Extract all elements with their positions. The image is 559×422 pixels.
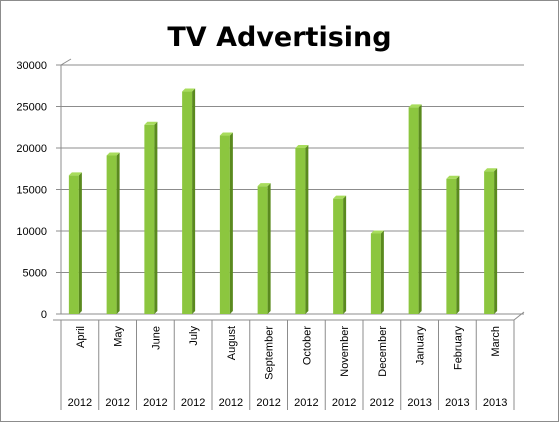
- y-tick-label: 0: [41, 309, 47, 321]
- year-label: 2012: [219, 397, 243, 409]
- year-label: 2012: [68, 397, 92, 409]
- x-tick-label: June: [150, 326, 162, 350]
- bar-august: [219, 135, 230, 314]
- bar-side: [494, 168, 498, 314]
- x-tick-label: August: [226, 326, 238, 360]
- year-label: 2013: [407, 397, 431, 409]
- bar-top: [446, 175, 460, 179]
- bar-side: [192, 88, 196, 314]
- bar-top: [144, 121, 158, 125]
- y-tick-label: 5000: [23, 268, 47, 280]
- bar-side: [78, 172, 82, 314]
- bar-top: [219, 132, 233, 136]
- bar-july: [182, 91, 193, 314]
- year-label: 2012: [332, 397, 356, 409]
- x-tick-label: September: [264, 326, 276, 380]
- y-tick-label: 25000: [16, 102, 47, 114]
- bar-february: [446, 178, 457, 314]
- x-tick-label: April: [75, 326, 87, 348]
- bar-top: [484, 168, 498, 172]
- x-tick-label: March: [490, 326, 502, 357]
- bar-side: [154, 121, 158, 314]
- bar-march: [484, 171, 495, 314]
- bar-side: [267, 183, 271, 314]
- bar-top: [295, 145, 309, 148]
- year-label: 2012: [143, 397, 167, 409]
- year-label: 2012: [181, 397, 205, 409]
- bar-top: [257, 183, 271, 187]
- x-tick-label: December: [377, 326, 389, 377]
- chart-title: TV Advertising: [167, 22, 392, 53]
- x-tick-label: November: [339, 326, 351, 377]
- x-tick-label: July: [188, 326, 200, 346]
- bar-side: [305, 145, 309, 314]
- year-label: 2012: [370, 397, 394, 409]
- bar-side: [343, 195, 347, 314]
- y-tick-label: 30000: [16, 60, 47, 72]
- bar-november: [333, 198, 344, 314]
- bar-top: [106, 152, 120, 156]
- year-label: 2012: [256, 397, 280, 409]
- year-label: 2013: [445, 397, 469, 409]
- year-label: 2012: [294, 397, 318, 409]
- bar-top: [182, 88, 196, 92]
- floor-right-edge: [513, 311, 525, 321]
- bar-side: [116, 152, 120, 314]
- bar-side: [456, 175, 460, 314]
- year-label: 2012: [105, 397, 129, 409]
- bar-october: [295, 148, 306, 314]
- bar-may: [106, 155, 117, 314]
- bar-september: [257, 186, 268, 314]
- year-label: 2013: [483, 397, 507, 409]
- y-tick-label: 10000: [16, 226, 47, 238]
- x-tick-label: January: [415, 326, 427, 366]
- bar-january: [408, 107, 419, 314]
- y-tick-label: 20000: [16, 143, 47, 155]
- bar-top: [408, 104, 422, 108]
- bar-top: [370, 230, 384, 234]
- bar-side: [380, 230, 384, 314]
- x-tick-label: May: [113, 326, 125, 347]
- y-tick-label: 15000: [16, 185, 47, 197]
- bar-side: [229, 132, 233, 314]
- bar-june: [144, 124, 155, 314]
- bar-april: [68, 175, 79, 314]
- x-tick-label: February: [452, 326, 464, 371]
- bar-side: [418, 104, 422, 314]
- bar-december: [370, 233, 381, 314]
- bar-top: [333, 195, 347, 199]
- x-tick-label: October: [301, 326, 313, 365]
- bar-top: [68, 172, 82, 176]
- wall-top-edge: [60, 58, 72, 66]
